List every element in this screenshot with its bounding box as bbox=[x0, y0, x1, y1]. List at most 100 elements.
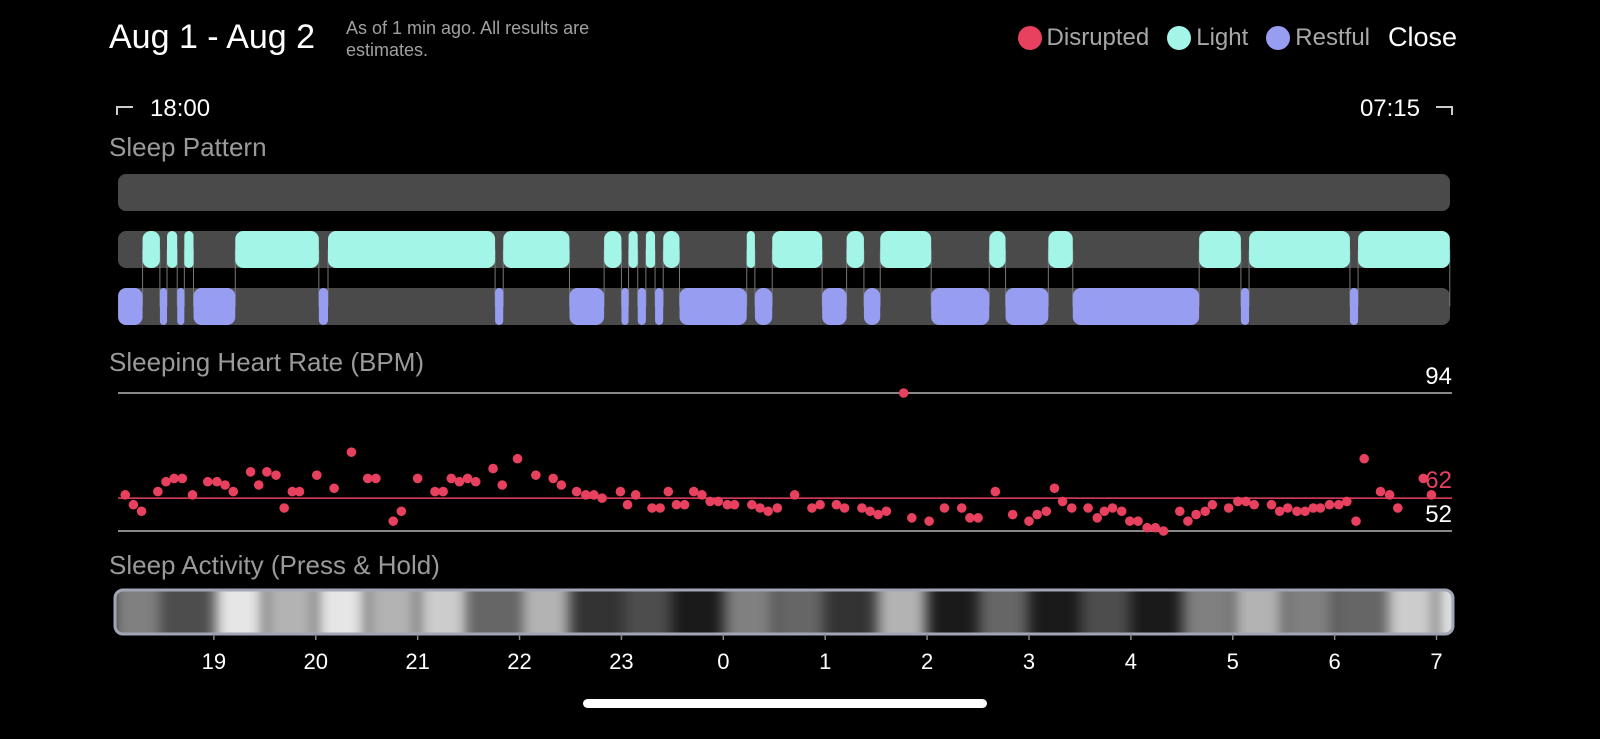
heart-rate-point bbox=[831, 499, 842, 510]
heart-rate-point bbox=[615, 486, 626, 497]
heart-rate-point bbox=[462, 473, 473, 484]
x-tick-label: 7 bbox=[1430, 649, 1442, 674]
segment bbox=[1349, 288, 1359, 325]
segment bbox=[1072, 288, 1200, 325]
legend-label: Restful bbox=[1295, 24, 1370, 51]
segment bbox=[318, 288, 328, 325]
heart-rate-point bbox=[772, 503, 783, 513]
segment bbox=[846, 231, 864, 268]
segment bbox=[177, 288, 185, 325]
bracket bbox=[116, 106, 133, 115]
heart-rate-point bbox=[622, 499, 633, 510]
activity-bin bbox=[672, 591, 724, 633]
heart-rate-point bbox=[446, 473, 457, 484]
section-title: Sleeping Heart Rate (BPM) bbox=[109, 347, 424, 377]
x-tick-label: 20 bbox=[304, 649, 328, 674]
heart-rate-point bbox=[713, 496, 724, 507]
segment bbox=[754, 288, 773, 325]
legend-dot bbox=[1167, 26, 1192, 50]
activity-bin bbox=[774, 591, 826, 633]
segment bbox=[1005, 288, 1049, 325]
heart-rate-point bbox=[470, 476, 481, 487]
x-tick-label: 0 bbox=[717, 649, 729, 674]
segment bbox=[1048, 231, 1073, 268]
heart-rate-point bbox=[1116, 506, 1127, 517]
heart-rate-point bbox=[898, 388, 909, 398]
heart-rate-point bbox=[1107, 503, 1118, 513]
legend-dot bbox=[1017, 26, 1042, 50]
activity-bin bbox=[213, 591, 265, 633]
segment bbox=[628, 231, 638, 268]
heart-rate-point bbox=[1200, 506, 1211, 517]
heart-rate-point bbox=[271, 470, 281, 480]
segment bbox=[604, 231, 622, 268]
heart-rate-point bbox=[1351, 516, 1361, 526]
heart-rate-point bbox=[956, 503, 967, 513]
heart-rate-point bbox=[1241, 496, 1251, 507]
activity-bin bbox=[1181, 591, 1233, 633]
x-tick-label: 6 bbox=[1329, 649, 1341, 674]
heart-rate-point bbox=[430, 486, 440, 497]
heart-rate-point bbox=[187, 490, 198, 500]
heart-rate-point bbox=[571, 486, 582, 497]
heart-rate-point bbox=[881, 506, 892, 517]
activity-bin bbox=[1079, 591, 1131, 633]
heart-rate-point bbox=[1333, 499, 1344, 510]
heart-rate-point bbox=[396, 506, 407, 517]
heart-rate-point bbox=[177, 473, 188, 484]
activity-bin bbox=[825, 591, 877, 633]
heart-rate-point bbox=[747, 499, 757, 510]
legend-item: Restful bbox=[1266, 24, 1370, 52]
heart-rate-point bbox=[1174, 506, 1185, 517]
heart-rate-point bbox=[294, 486, 305, 497]
heart-rate-point bbox=[722, 499, 733, 510]
bracket bbox=[1436, 106, 1453, 115]
x-tick-label: 2 bbox=[921, 649, 933, 674]
heart-rate-point bbox=[1125, 516, 1135, 526]
segment bbox=[1358, 231, 1450, 268]
heart-rate-point bbox=[548, 473, 558, 484]
heart-rate-point bbox=[245, 467, 256, 477]
segment bbox=[863, 288, 881, 325]
segment bbox=[193, 288, 236, 325]
heart-rate-point bbox=[1066, 503, 1077, 513]
x-tick-label: 1 bbox=[819, 649, 831, 674]
heart-rate-point bbox=[202, 476, 213, 487]
heart-rate-point bbox=[1292, 506, 1302, 517]
segment bbox=[235, 231, 319, 268]
segment bbox=[1249, 231, 1350, 268]
segment bbox=[746, 231, 755, 268]
x-tick-label: 21 bbox=[405, 649, 429, 674]
heart-rate-point bbox=[907, 513, 917, 523]
heart-rate-point bbox=[253, 480, 264, 490]
heart-rate-point bbox=[488, 463, 498, 474]
segment bbox=[679, 288, 747, 325]
heart-rate-point bbox=[1092, 513, 1103, 523]
segment bbox=[655, 288, 664, 325]
activity-bin bbox=[978, 591, 1029, 633]
heart-rate-point bbox=[1426, 490, 1437, 500]
heart-rate-point bbox=[1342, 496, 1352, 507]
segment bbox=[142, 231, 160, 268]
segment bbox=[1199, 231, 1241, 268]
heart-rate-point bbox=[589, 490, 599, 500]
heart-rate-point bbox=[939, 503, 950, 513]
heart-rate-point bbox=[120, 490, 131, 500]
heart-rate-point bbox=[1183, 516, 1193, 526]
heart-rate-point bbox=[262, 467, 272, 477]
activity-bin bbox=[927, 591, 979, 633]
close-button[interactable]: Close bbox=[1388, 22, 1458, 52]
activity-bin bbox=[468, 591, 520, 633]
segment bbox=[495, 288, 504, 325]
heart-rate-point bbox=[1024, 516, 1034, 526]
activity-bin bbox=[876, 591, 928, 633]
heart-rate-point bbox=[1359, 453, 1369, 464]
segment bbox=[503, 231, 570, 268]
segment bbox=[159, 288, 168, 325]
segment bbox=[989, 231, 1006, 268]
heart-rate-point bbox=[597, 493, 607, 503]
activity-bin bbox=[621, 591, 673, 633]
activity-bin bbox=[1334, 591, 1386, 633]
heart-rate-point bbox=[671, 499, 682, 510]
heart-rate-point bbox=[1049, 483, 1060, 494]
